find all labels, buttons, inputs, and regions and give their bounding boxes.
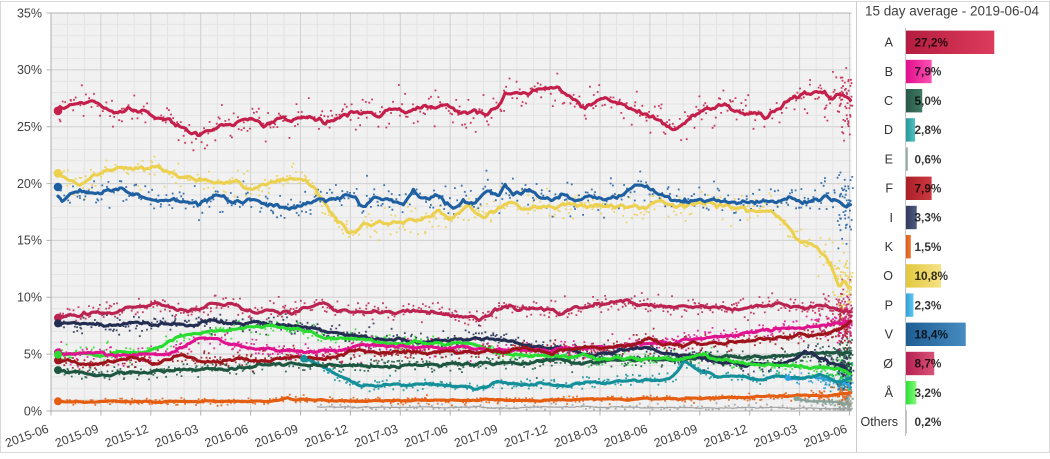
svg-text:E: E xyxy=(885,152,893,166)
svg-text:8,7%: 8,7% xyxy=(915,357,942,371)
svg-text:2,8%: 2,8% xyxy=(915,123,942,137)
svg-text:25%: 25% xyxy=(17,120,42,134)
svg-text:3,2%: 3,2% xyxy=(915,386,942,400)
svg-text:Others: Others xyxy=(860,415,898,429)
svg-text:F: F xyxy=(885,182,893,196)
svg-text:O: O xyxy=(883,269,893,283)
svg-text:5%: 5% xyxy=(24,347,42,361)
svg-text:5,0%: 5,0% xyxy=(915,94,942,108)
svg-text:0,2%: 0,2% xyxy=(915,415,942,429)
svg-text:1,5%: 1,5% xyxy=(915,240,942,254)
svg-text:0%: 0% xyxy=(24,404,42,418)
svg-text:20%: 20% xyxy=(17,177,42,191)
svg-text:10%: 10% xyxy=(17,291,42,305)
svg-text:0,6%: 0,6% xyxy=(915,152,942,166)
svg-text:15%: 15% xyxy=(17,234,42,248)
svg-text:P: P xyxy=(885,298,893,312)
svg-text:B: B xyxy=(885,65,893,79)
svg-text:I: I xyxy=(890,211,893,225)
svg-text:15 day average - 2019-06-04: 15 day average - 2019-06-04 xyxy=(865,4,1040,19)
svg-text:D: D xyxy=(884,123,893,137)
svg-text:27,2%: 27,2% xyxy=(915,36,949,50)
svg-text:V: V xyxy=(885,328,894,342)
svg-text:30%: 30% xyxy=(17,63,42,77)
svg-text:18,4%: 18,4% xyxy=(915,328,949,342)
svg-text:K: K xyxy=(885,240,894,254)
svg-text:7,9%: 7,9% xyxy=(915,65,942,79)
svg-text:7,9%: 7,9% xyxy=(915,182,942,196)
svg-text:Å: Å xyxy=(885,385,894,400)
svg-text:35%: 35% xyxy=(17,6,42,20)
svg-text:Ø: Ø xyxy=(883,357,893,371)
svg-text:A: A xyxy=(885,36,894,50)
svg-text:2,3%: 2,3% xyxy=(915,298,942,312)
svg-text:3,3%: 3,3% xyxy=(915,211,942,225)
svg-text:C: C xyxy=(884,94,893,108)
svg-text:10,8%: 10,8% xyxy=(915,269,949,283)
